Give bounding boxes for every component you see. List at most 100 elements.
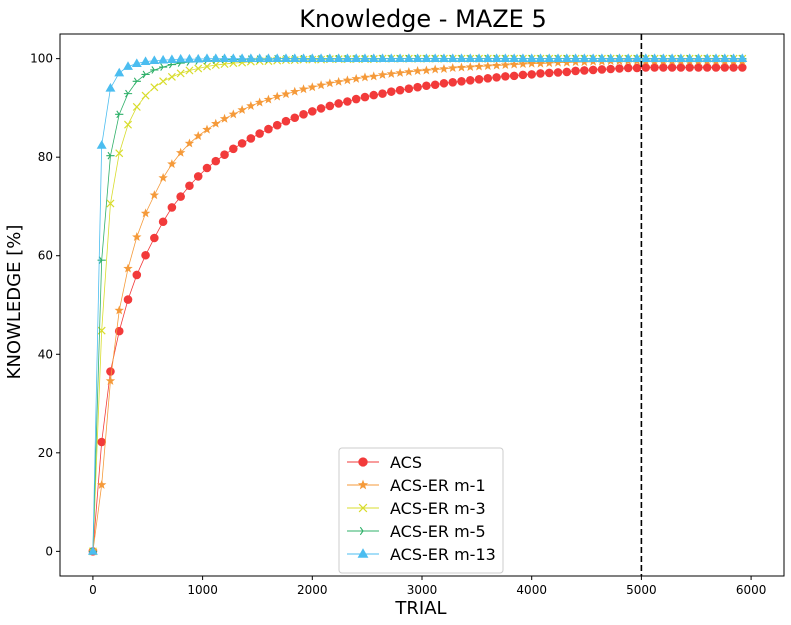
data-point <box>422 81 431 91</box>
data-point <box>447 53 458 63</box>
data-point <box>97 437 106 447</box>
data-point <box>290 113 300 123</box>
data-point <box>571 66 580 76</box>
data-point <box>526 58 537 68</box>
data-point <box>368 53 379 63</box>
x-tick-label: 0 <box>89 583 97 597</box>
data-point <box>623 63 633 73</box>
data-point <box>738 63 747 72</box>
data-point <box>482 53 493 63</box>
data-point <box>448 77 458 87</box>
data-point <box>561 53 572 63</box>
data-point <box>535 53 546 63</box>
data-point <box>272 120 282 130</box>
data-point <box>106 199 115 208</box>
data-point <box>298 53 309 63</box>
data-point <box>333 76 344 86</box>
y-axis-label: KNOWLEDGE [%] <box>4 225 25 380</box>
data-point <box>123 61 133 70</box>
data-point <box>588 65 598 75</box>
data-point <box>474 61 484 71</box>
data-point <box>237 139 247 148</box>
x-tick-label: 4000 <box>516 583 547 597</box>
data-point <box>492 73 501 82</box>
data-point <box>220 150 229 160</box>
data-point <box>193 131 203 140</box>
data-point <box>377 53 388 63</box>
series-0 <box>88 63 747 556</box>
data-point <box>570 53 581 63</box>
data-point <box>649 53 660 63</box>
legend-marker <box>358 526 368 536</box>
legend-marker <box>358 457 368 467</box>
data-point <box>281 116 291 126</box>
data-point <box>378 89 387 98</box>
data-point <box>325 101 335 111</box>
data-point <box>465 62 475 72</box>
data-point <box>106 367 115 376</box>
data-point <box>711 53 721 63</box>
data-point <box>254 53 265 63</box>
data-point <box>132 270 142 280</box>
data-point <box>386 87 396 96</box>
data-point <box>623 53 634 63</box>
data-point <box>474 53 485 63</box>
legend-box <box>338 447 504 574</box>
data-point <box>386 53 397 63</box>
y-tick-label: 100 <box>30 52 53 66</box>
data-point <box>509 53 520 63</box>
data-point <box>263 53 274 63</box>
data-point <box>579 53 590 63</box>
y-tick-label: 40 <box>38 347 53 361</box>
data-point <box>544 58 554 68</box>
data-point <box>307 53 318 63</box>
data-point <box>553 53 563 63</box>
data-point <box>176 192 185 201</box>
data-point <box>141 250 150 260</box>
data-point <box>194 64 203 73</box>
data-point <box>369 71 379 81</box>
data-point <box>211 118 221 128</box>
data-point <box>702 63 712 72</box>
data-point <box>403 53 414 63</box>
data-point <box>719 53 730 63</box>
data-point <box>202 163 212 173</box>
data-point <box>141 70 150 79</box>
data-point <box>640 53 651 63</box>
data-point <box>702 53 713 63</box>
data-point <box>693 53 704 63</box>
data-point <box>228 53 239 63</box>
legend-label: ACS-ER m-13 <box>390 545 496 564</box>
data-point <box>184 138 195 148</box>
data-point <box>518 70 528 80</box>
data-point <box>123 89 133 98</box>
data-point <box>606 64 615 74</box>
data-point <box>615 64 624 73</box>
data-point <box>377 69 388 79</box>
data-point <box>501 72 510 81</box>
data-point <box>167 72 176 81</box>
data-point <box>289 53 300 63</box>
data-point <box>229 144 238 154</box>
data-point <box>438 53 449 63</box>
data-point <box>720 63 730 72</box>
legend-marker <box>358 503 368 513</box>
data-point <box>316 104 326 113</box>
chart-title: Knowledge - MAZE 5 <box>299 5 546 33</box>
data-point <box>728 53 739 63</box>
data-point <box>596 53 607 63</box>
legend-marker <box>357 548 369 558</box>
data-point <box>219 53 230 63</box>
data-point <box>228 109 239 119</box>
x-tick-label: 2000 <box>297 583 328 597</box>
data-point <box>124 120 133 129</box>
data-point <box>658 53 669 63</box>
data-point <box>500 60 511 70</box>
data-point <box>149 55 160 65</box>
data-point <box>87 546 98 555</box>
data-point <box>650 63 659 72</box>
data-point <box>281 53 291 63</box>
data-point <box>324 53 335 63</box>
x-axis-label: TRIAL <box>394 598 446 619</box>
